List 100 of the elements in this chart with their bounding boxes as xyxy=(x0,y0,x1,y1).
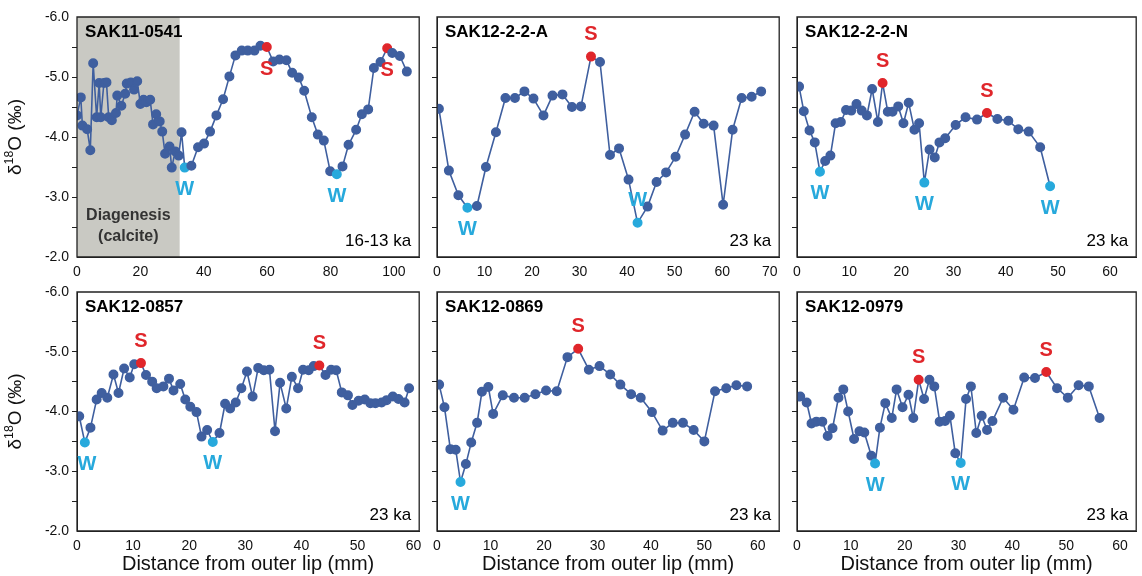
point xyxy=(455,477,466,488)
point xyxy=(230,397,241,408)
point xyxy=(632,217,643,228)
point xyxy=(490,127,501,138)
point xyxy=(874,422,885,433)
point xyxy=(573,343,584,354)
x-tick-label: 60 xyxy=(1102,263,1119,280)
point xyxy=(825,150,836,161)
x-tick-label: 70 xyxy=(761,263,778,280)
point xyxy=(519,392,530,403)
point xyxy=(286,371,297,382)
point xyxy=(1019,372,1030,383)
point xyxy=(225,403,236,414)
point xyxy=(670,151,681,162)
point xyxy=(497,390,508,401)
point xyxy=(1094,413,1105,424)
x-tick-label: 30 xyxy=(589,537,606,554)
point xyxy=(168,385,179,396)
point xyxy=(439,402,450,413)
point xyxy=(551,386,562,397)
point xyxy=(972,114,983,125)
point xyxy=(466,437,477,448)
point xyxy=(908,413,919,424)
point xyxy=(965,381,976,392)
point xyxy=(102,392,113,403)
point xyxy=(236,383,247,394)
point xyxy=(955,457,966,468)
point xyxy=(85,422,96,433)
point xyxy=(443,165,454,176)
point xyxy=(472,417,483,428)
point xyxy=(541,385,552,396)
point xyxy=(976,410,987,421)
point xyxy=(846,105,857,116)
point xyxy=(180,394,191,405)
point xyxy=(185,401,196,412)
x-tick-label: 30 xyxy=(945,263,962,280)
point xyxy=(270,426,281,437)
point xyxy=(175,379,186,390)
point xyxy=(1062,392,1073,403)
annotation: W xyxy=(327,183,347,206)
point xyxy=(801,397,812,408)
x-tick-label: 20 xyxy=(132,263,149,280)
x-tick-label: 50 xyxy=(1058,537,1075,554)
point xyxy=(141,370,151,381)
x-tick-label: 0 xyxy=(433,263,442,280)
x-tick-label: 0 xyxy=(433,537,442,554)
x-tick-label: 100 xyxy=(382,263,406,280)
point xyxy=(562,352,573,363)
point xyxy=(698,118,709,129)
point xyxy=(605,369,616,380)
point xyxy=(919,177,930,188)
y-axis-title: δ18O (‰) xyxy=(1,373,26,450)
x-tick-label: 60 xyxy=(714,263,731,280)
point xyxy=(718,199,729,210)
y-axis-title: δ18O (‰) xyxy=(1,98,26,176)
point xyxy=(566,102,577,112)
point xyxy=(950,120,961,130)
point xyxy=(909,124,920,135)
point xyxy=(1008,404,1019,415)
point xyxy=(635,392,646,403)
point xyxy=(1013,124,1024,135)
annotation: 23 ka xyxy=(729,230,772,250)
y-tick-label: -5.0 xyxy=(44,342,70,359)
point xyxy=(897,402,908,413)
y-tick-label: -6.0 xyxy=(44,7,70,24)
point xyxy=(756,86,767,97)
annotation: S xyxy=(134,328,148,351)
point xyxy=(742,381,753,392)
point xyxy=(898,118,909,129)
x-axis-title: Distance from outer lip (mm) xyxy=(481,551,735,574)
annotation: 23 ka xyxy=(1086,230,1129,250)
point xyxy=(827,423,838,434)
point xyxy=(119,363,130,374)
point xyxy=(903,97,914,108)
point xyxy=(843,406,854,417)
point xyxy=(809,137,820,148)
point xyxy=(214,428,225,439)
annotation: W xyxy=(914,192,934,215)
point xyxy=(914,118,925,129)
x-tick-label: 50 xyxy=(666,263,683,280)
x-tick-label: 40 xyxy=(997,263,1014,280)
x-tick-label: 20 xyxy=(181,537,198,554)
y-tick-label: -2.0 xyxy=(44,521,70,538)
point xyxy=(680,129,691,140)
point xyxy=(547,90,558,101)
x-tick-label: 30 xyxy=(571,263,588,280)
x-tick-label: 10 xyxy=(843,537,859,554)
point xyxy=(710,386,721,397)
point xyxy=(940,133,951,144)
point xyxy=(519,86,530,97)
point xyxy=(1045,181,1056,192)
point xyxy=(651,177,662,187)
y-tick-label: -4.0 xyxy=(44,402,70,419)
point xyxy=(623,174,634,185)
point xyxy=(1023,126,1034,137)
x-tick-label: 20 xyxy=(893,263,910,280)
point xyxy=(950,448,961,459)
x-tick-label: 40 xyxy=(195,263,212,280)
point xyxy=(861,110,872,121)
chart-title: SAK12-0979 xyxy=(805,296,904,316)
